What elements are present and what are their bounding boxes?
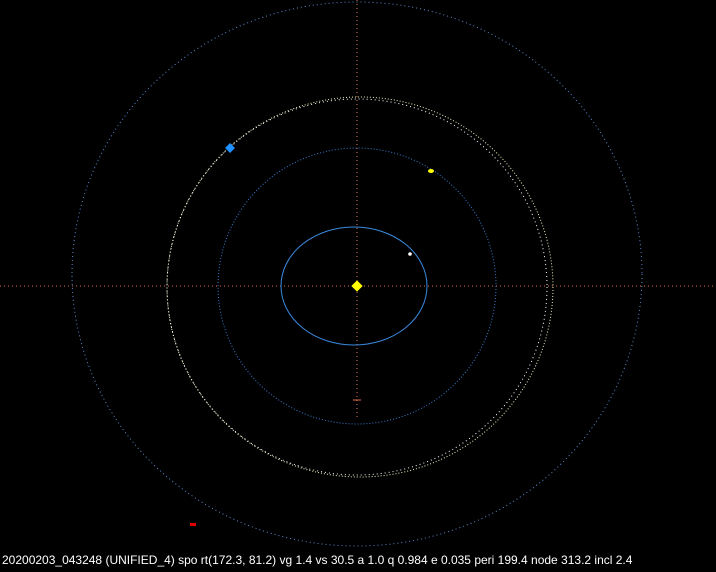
sun: [351, 280, 363, 292]
mercury-orbit: [280, 226, 428, 346]
mercury-marker: [408, 252, 412, 256]
mars-marker: [190, 523, 196, 526]
venus-marker: [428, 169, 434, 173]
mars-orbit: [71, 1, 643, 547]
earth-marker: [225, 143, 235, 153]
meteor-orbit: [166, 98, 548, 476]
venus-orbit: [217, 147, 497, 425]
orbit-caption: 20200203_043248 (UNIFIED_4) spo rt(172.3…: [2, 553, 633, 567]
earth-orbit: [166, 96, 554, 478]
